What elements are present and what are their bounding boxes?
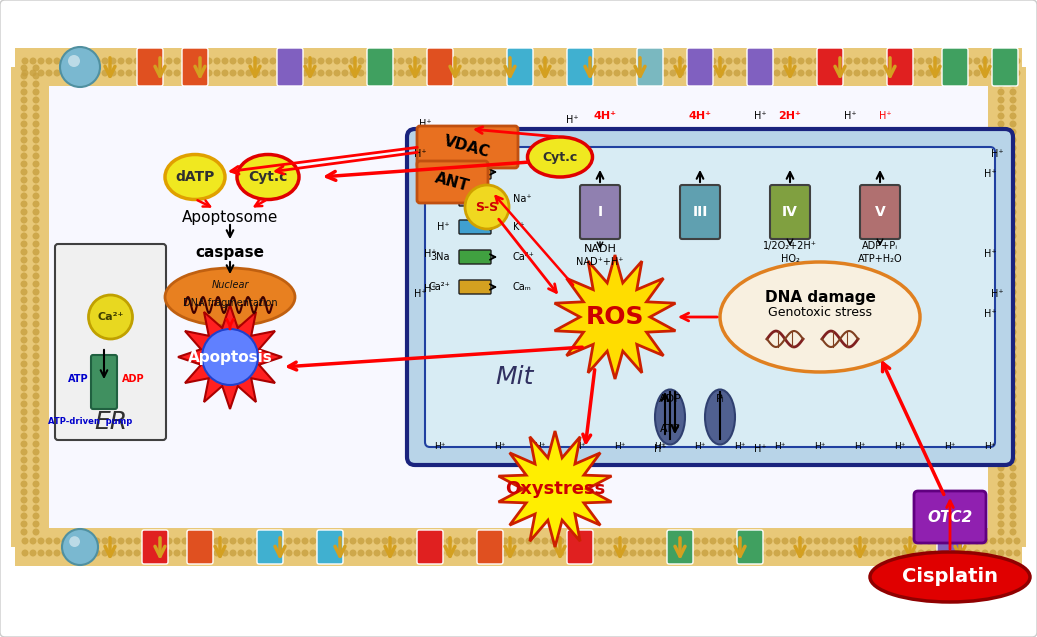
Circle shape [21,241,28,248]
Text: V: V [874,205,886,219]
Circle shape [1009,376,1016,383]
Circle shape [998,368,1005,375]
Circle shape [645,538,652,545]
Circle shape [685,538,693,545]
Circle shape [998,417,1005,424]
Circle shape [21,329,28,336]
Circle shape [477,538,484,545]
Circle shape [334,538,340,545]
Circle shape [46,538,53,545]
Text: Na⁺: Na⁺ [513,194,532,204]
Circle shape [32,104,39,111]
Circle shape [102,538,109,545]
Circle shape [438,57,445,64]
Circle shape [565,69,572,76]
Circle shape [390,57,396,64]
Circle shape [1009,320,1016,327]
Circle shape [614,550,620,557]
Circle shape [1009,433,1016,440]
FancyBboxPatch shape [427,48,453,86]
Circle shape [32,136,39,143]
Circle shape [709,538,717,545]
Circle shape [869,57,876,64]
Circle shape [32,192,39,199]
Circle shape [629,57,637,64]
Circle shape [302,69,308,76]
FancyBboxPatch shape [937,530,963,564]
Circle shape [845,538,852,545]
Circle shape [32,473,39,480]
Circle shape [821,57,829,64]
Circle shape [453,550,460,557]
Circle shape [222,550,228,557]
Circle shape [1009,89,1016,96]
Circle shape [326,538,333,545]
Circle shape [509,550,516,557]
Circle shape [726,69,732,76]
Circle shape [405,57,413,64]
Circle shape [21,224,28,231]
Circle shape [925,57,932,64]
Text: H⁺: H⁺ [424,284,437,294]
Circle shape [21,320,28,327]
Circle shape [270,538,277,545]
Circle shape [998,473,1005,480]
Circle shape [989,57,997,64]
Circle shape [1009,336,1016,343]
Circle shape [317,69,325,76]
Circle shape [214,538,221,545]
Circle shape [565,550,572,557]
Circle shape [901,538,908,545]
Circle shape [229,550,236,557]
Circle shape [246,69,252,76]
Circle shape [21,185,28,192]
FancyBboxPatch shape [45,82,994,532]
Text: Pᵢ: Pᵢ [716,394,725,404]
Circle shape [173,550,180,557]
Circle shape [998,257,1005,264]
Circle shape [461,538,469,545]
Circle shape [485,69,493,76]
Circle shape [998,464,1005,471]
Circle shape [78,69,84,76]
Circle shape [1009,304,1016,311]
Circle shape [134,57,140,64]
Circle shape [21,161,28,168]
Circle shape [261,550,269,557]
Circle shape [461,550,469,557]
Circle shape [957,550,964,557]
Circle shape [1006,550,1012,557]
Text: I: I [597,205,602,219]
Circle shape [774,550,781,557]
Circle shape [918,57,925,64]
Circle shape [32,408,39,415]
Text: HO₂: HO₂ [781,254,800,264]
Ellipse shape [528,137,592,177]
Text: H⁺: H⁺ [984,309,997,319]
Circle shape [32,201,39,208]
Circle shape [21,464,28,471]
Circle shape [998,73,1005,80]
Circle shape [60,47,100,87]
Circle shape [21,505,28,512]
Text: H⁺: H⁺ [754,444,766,454]
FancyBboxPatch shape [914,491,986,543]
Circle shape [998,241,1005,248]
Circle shape [117,550,124,557]
Circle shape [509,57,516,64]
Circle shape [981,538,988,545]
Circle shape [309,69,316,76]
Circle shape [453,538,460,545]
Circle shape [110,69,116,76]
Circle shape [838,57,844,64]
Circle shape [998,152,1005,159]
Circle shape [830,538,837,545]
Circle shape [869,550,876,557]
Text: H⁺: H⁺ [654,442,666,451]
Circle shape [365,69,372,76]
Text: K⁺: K⁺ [513,222,525,232]
Circle shape [1013,550,1020,557]
Circle shape [261,69,269,76]
Polygon shape [555,255,675,379]
